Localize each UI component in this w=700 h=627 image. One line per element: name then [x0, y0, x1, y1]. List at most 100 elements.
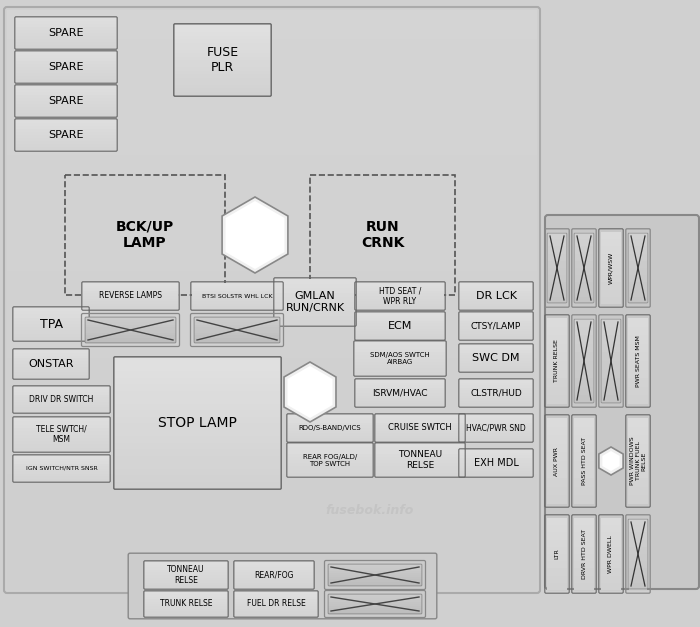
Bar	[145, 606, 227, 609]
Bar	[14, 308, 88, 311]
Bar	[356, 293, 444, 296]
Bar	[288, 466, 372, 470]
Text: DR LCK: DR LCK	[475, 291, 517, 301]
Bar	[376, 436, 464, 438]
Bar	[601, 532, 621, 540]
Bar	[7, 358, 537, 387]
Bar	[16, 67, 116, 70]
Bar	[115, 475, 280, 482]
Bar	[628, 396, 648, 404]
Bar	[460, 382, 532, 385]
Bar	[460, 353, 532, 356]
Bar	[574, 453, 594, 461]
Bar	[83, 288, 178, 291]
Bar	[548, 297, 566, 304]
Bar	[328, 606, 422, 608]
Bar	[175, 78, 270, 81]
Bar	[175, 74, 270, 78]
Bar	[628, 387, 648, 396]
Bar	[628, 487, 648, 495]
Bar	[7, 155, 537, 184]
Bar	[83, 298, 178, 301]
Bar	[16, 129, 116, 132]
Bar	[628, 478, 648, 487]
Bar	[16, 70, 116, 73]
Bar	[7, 213, 537, 242]
Polygon shape	[225, 201, 284, 269]
Bar	[192, 298, 282, 301]
Bar	[547, 344, 567, 352]
Bar	[575, 297, 593, 304]
Bar	[192, 301, 282, 304]
Bar	[14, 318, 88, 321]
Text: CTSY/LAMP: CTSY/LAMP	[471, 322, 521, 330]
Bar	[355, 365, 445, 369]
Bar	[85, 320, 176, 322]
Bar	[602, 327, 620, 335]
Bar	[16, 76, 116, 79]
Bar	[16, 126, 116, 129]
Bar	[575, 290, 593, 297]
Bar	[575, 378, 593, 387]
Bar	[460, 298, 532, 301]
Bar	[194, 322, 280, 325]
Bar	[83, 283, 178, 286]
Bar	[629, 297, 647, 304]
Bar	[602, 396, 620, 404]
Bar	[192, 304, 282, 307]
Bar	[14, 356, 88, 359]
Bar	[235, 564, 313, 567]
Bar	[275, 288, 355, 293]
Bar	[547, 554, 567, 561]
Bar	[356, 388, 444, 391]
Bar	[548, 261, 566, 268]
Bar	[288, 428, 372, 431]
Bar	[629, 282, 647, 290]
Bar	[115, 397, 280, 404]
Bar	[16, 24, 116, 27]
Bar	[14, 314, 88, 318]
Bar	[328, 573, 422, 575]
Bar	[235, 592, 317, 594]
Bar	[175, 67, 270, 70]
Bar	[460, 393, 532, 396]
Bar	[376, 431, 464, 433]
Bar	[602, 369, 620, 378]
Bar	[460, 436, 532, 438]
Bar	[16, 92, 116, 95]
Bar	[14, 311, 88, 314]
Bar	[460, 324, 532, 326]
Bar	[192, 288, 282, 291]
Text: BTSI SOLSTR WHL LCK: BTSI SOLSTR WHL LCK	[202, 293, 272, 298]
Bar	[460, 471, 532, 473]
Text: SPARE: SPARE	[48, 62, 84, 72]
Bar	[460, 450, 532, 453]
Bar	[376, 453, 464, 457]
Bar	[145, 594, 227, 597]
Bar	[16, 27, 116, 30]
Bar	[288, 433, 372, 436]
Bar	[14, 463, 109, 466]
Bar	[115, 429, 280, 436]
Bar	[356, 283, 444, 286]
Bar	[356, 298, 444, 301]
Bar	[460, 283, 532, 286]
Bar	[7, 68, 537, 97]
Bar	[175, 50, 270, 53]
Bar	[601, 253, 621, 261]
Bar	[14, 441, 109, 445]
Bar	[575, 396, 593, 404]
Bar	[175, 92, 270, 95]
Bar	[460, 329, 532, 331]
Bar	[629, 569, 647, 576]
Bar	[376, 428, 464, 431]
Bar	[547, 540, 567, 547]
Bar	[16, 42, 116, 45]
Bar	[115, 410, 280, 416]
Bar	[460, 401, 532, 403]
Bar	[175, 36, 270, 39]
Bar	[460, 358, 532, 361]
Bar	[275, 302, 355, 307]
Bar	[328, 608, 422, 610]
Text: FUEL DR RELSE: FUEL DR RELSE	[246, 599, 305, 608]
